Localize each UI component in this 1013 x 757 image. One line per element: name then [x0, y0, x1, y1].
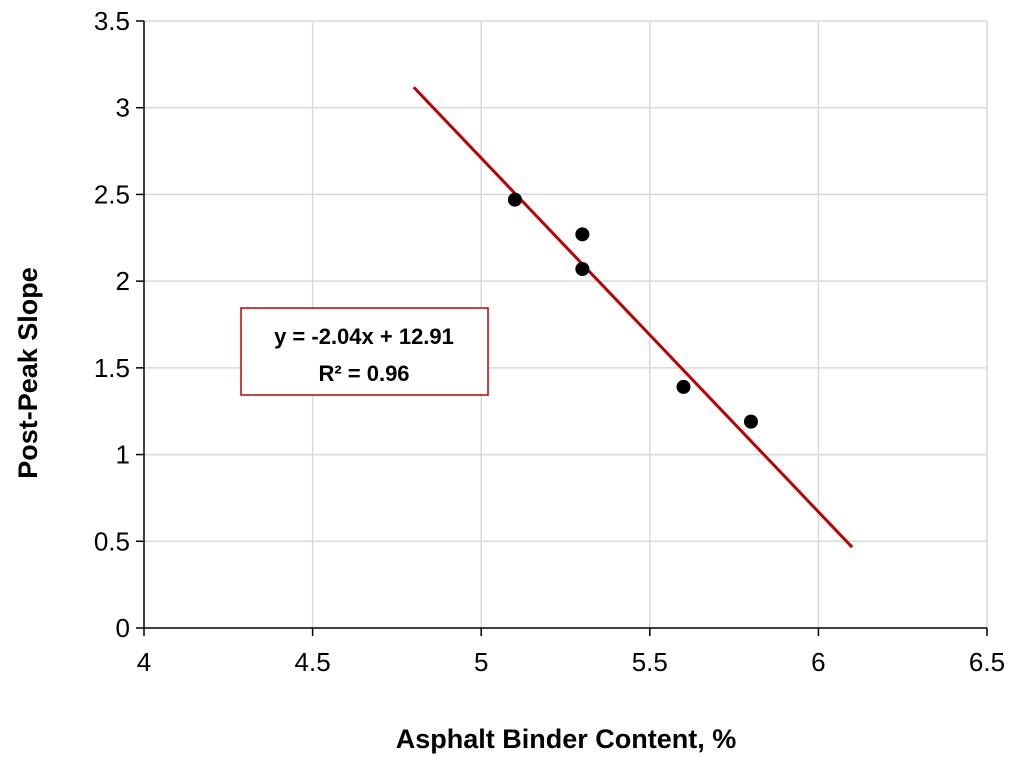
plot-area — [143, 21, 987, 629]
y-tick-label: 0 — [116, 613, 130, 643]
data-points — [507, 192, 758, 429]
x-tick-label: 6.5 — [969, 647, 1005, 677]
equation-label: y = -2.04x + 12.91 — [274, 324, 454, 349]
x-axis-title: Asphalt Binder Content, % — [396, 724, 737, 754]
y-tick-label: 1 — [116, 440, 130, 470]
x-tick-label: 4.5 — [295, 647, 331, 677]
data-point — [743, 414, 758, 429]
data-point — [575, 262, 590, 277]
x-tick-label: 5.5 — [632, 647, 668, 677]
r2-label: R² = 0.96 — [318, 361, 409, 386]
x-tick-label: 5 — [474, 647, 488, 677]
equation-box: y = -2.04x + 12.91 R² = 0.96 — [240, 307, 489, 396]
x-tick-label: 4 — [137, 647, 151, 677]
y-axis-title: Post-Peak Slope — [13, 267, 43, 479]
data-point — [676, 379, 691, 394]
trendline-group — [412, 86, 854, 549]
data-point — [575, 227, 590, 242]
y-tick-label: 3 — [116, 93, 130, 123]
y-tick-label: 2.5 — [94, 179, 130, 209]
y-tick-label: 0.5 — [94, 526, 130, 556]
data-point — [507, 192, 522, 207]
x-axis-ticks: 4 4.5 5 5.5 6 6.5 — [137, 628, 1005, 677]
x-tick-label: 6 — [811, 647, 825, 677]
y-tick-label: 2 — [116, 266, 130, 296]
y-tick-label: 3.5 — [94, 6, 130, 36]
y-tick-label: 1.5 — [94, 353, 130, 383]
trendline — [412, 86, 854, 549]
y-axis-ticks: 0 0.5 1 1.5 2 2.5 3 3.5 — [94, 6, 144, 643]
equation-box-border — [240, 307, 489, 396]
